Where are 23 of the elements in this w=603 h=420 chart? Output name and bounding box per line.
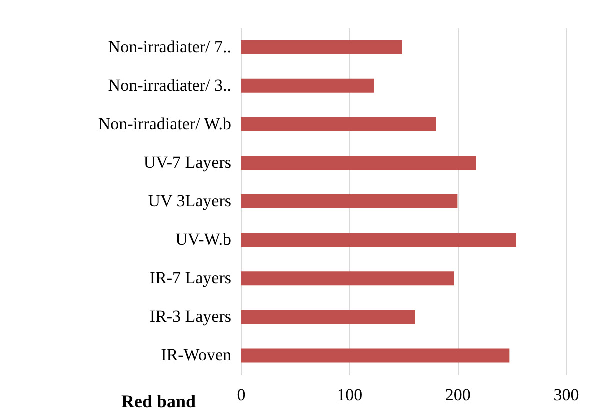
y-tick-label: UV-W.b [176,230,232,250]
x-tick-label: 0 [237,386,246,404]
bar [241,117,436,132]
y-tick-label: Non-irradiater/ 7.. [108,37,232,56]
bar [241,194,458,208]
y-tick-label: UV-7 Layers [144,152,232,172]
x-tick-label: 200 [445,386,471,404]
x-tick-label: 100 [337,386,363,404]
y-tick-label: Non-irradiater/ W.b [98,114,232,134]
bar [241,310,416,324]
y-tick-label: IR-7 Layers [150,268,232,288]
bar [241,272,454,286]
y-tick-label: Non-irradiater/ 3.. [108,76,232,95]
bar [241,78,374,93]
x-tick-label: 300 [554,386,580,404]
y-tick-label: IR-3 Layers [150,307,232,326]
bar [241,156,476,170]
bar [241,40,402,54]
bar [241,348,510,363]
y-tick-label: IR-Woven [161,346,232,365]
x-axis-title: Red band [122,392,196,412]
bar [241,233,516,248]
y-tick-label: UV 3Layers [148,192,232,210]
